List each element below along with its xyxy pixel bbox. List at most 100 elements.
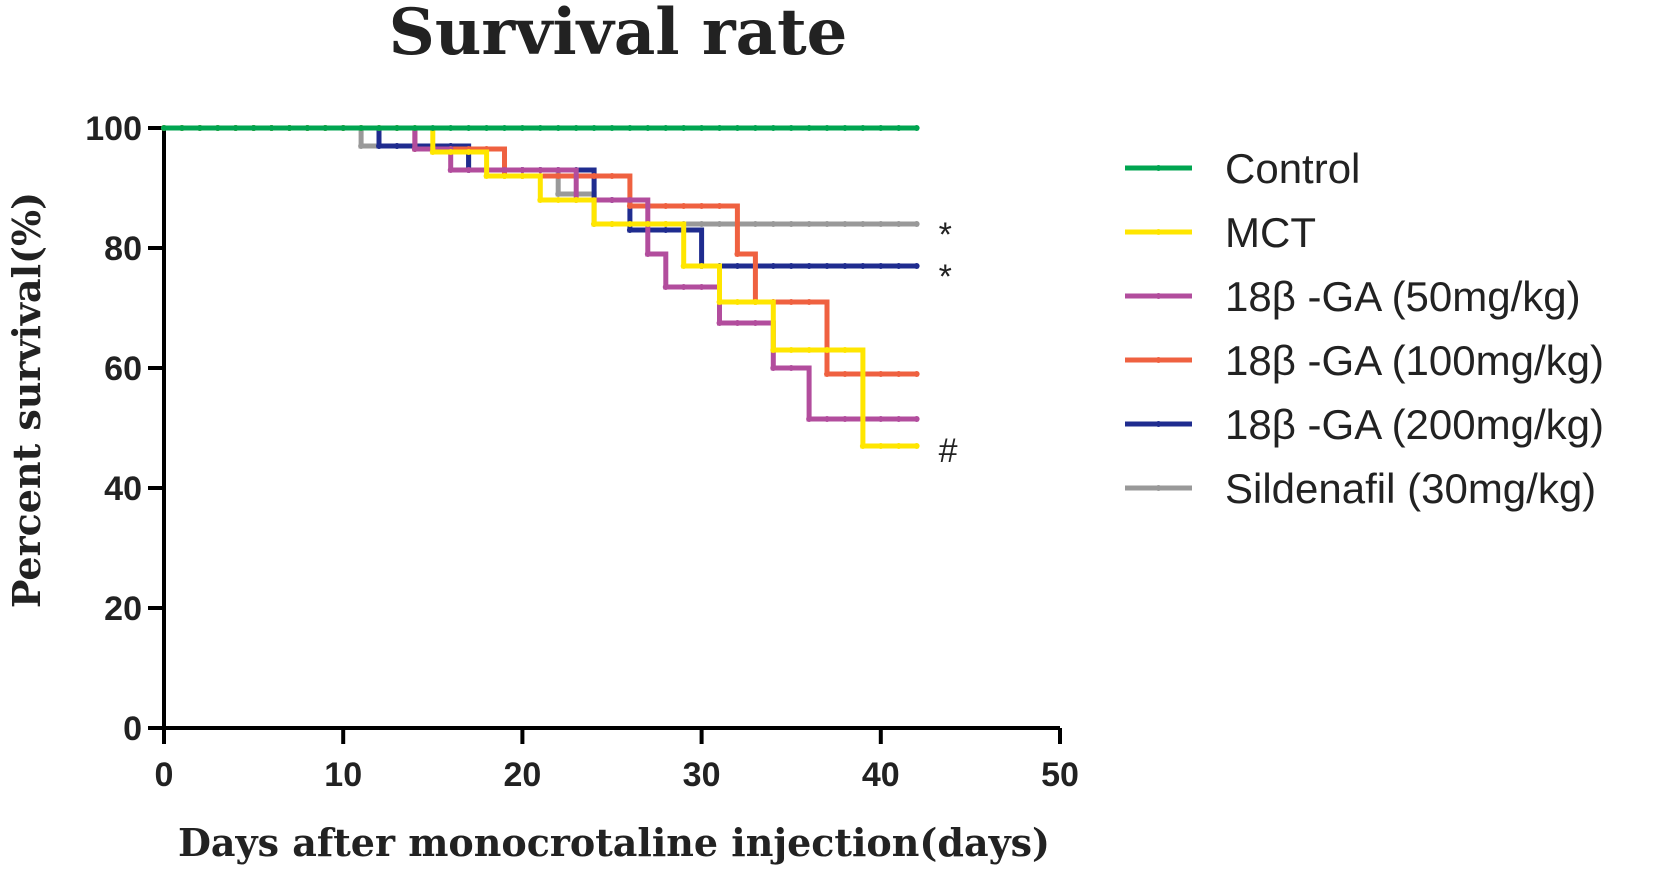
series-line-18-ga-200mg-kg	[164, 125, 917, 269]
censor-mark	[877, 443, 884, 449]
legend-label: Sildenafil (30mg/kg)	[1225, 465, 1596, 512]
censor-mark	[824, 221, 831, 227]
censor-mark	[716, 299, 723, 305]
censor-mark	[698, 284, 705, 290]
censor-mark	[806, 263, 813, 269]
censor-mark	[429, 125, 436, 131]
censor-mark	[770, 125, 777, 131]
x-tick-label: 50	[1041, 756, 1079, 794]
censor-mark	[196, 125, 203, 131]
censor-mark	[376, 125, 383, 131]
censor-mark	[680, 125, 687, 131]
series-line-18-ga-100mg-kg	[164, 125, 917, 377]
censor-mark	[376, 143, 383, 149]
censor-mark	[680, 263, 687, 269]
censor-mark	[609, 173, 615, 179]
legend-marker	[1155, 421, 1162, 427]
censor-mark	[662, 284, 669, 290]
censor-mark	[465, 149, 472, 155]
censor-mark	[501, 173, 508, 179]
censor-mark	[268, 125, 275, 131]
censor-mark	[913, 443, 920, 449]
censor-mark	[895, 443, 902, 449]
censor-mark	[824, 263, 831, 269]
legend-item: 18β -GA (50mg/kg)	[1125, 273, 1581, 320]
censor-mark	[716, 221, 723, 227]
x-tick-label: 0	[155, 756, 174, 794]
legend-label: 18β -GA (200mg/kg)	[1225, 401, 1604, 448]
censor-mark	[788, 365, 795, 371]
censor-mark	[913, 416, 920, 422]
censor-mark	[734, 263, 741, 269]
censor-mark	[716, 125, 723, 131]
censor-mark	[680, 284, 687, 290]
censor-mark	[895, 263, 902, 269]
series-control	[161, 125, 920, 131]
censor-mark	[806, 125, 813, 131]
censor-mark	[519, 125, 526, 131]
censor-mark	[555, 167, 562, 173]
censor-mark	[788, 347, 795, 353]
censor-mark	[770, 221, 777, 227]
legend-item: Sildenafil (30mg/kg)	[1125, 465, 1596, 512]
censor-mark	[698, 221, 705, 227]
censor-mark	[734, 299, 741, 305]
legend: Control MCT 18β -GA (50mg/kg) 18β -GA (100m…	[1125, 145, 1604, 512]
legend-label: 18β -GA (50mg/kg)	[1225, 273, 1581, 320]
censor-mark	[626, 197, 633, 203]
censor-mark	[447, 125, 454, 131]
censor-mark	[250, 125, 257, 131]
censor-mark	[161, 125, 167, 131]
censor-mark	[465, 167, 472, 173]
series-mct	[161, 125, 920, 449]
censor-mark	[913, 263, 920, 269]
axes: 0 20 40 60 80 100 0 10 20 30 40 50	[85, 110, 1079, 794]
censor-mark	[322, 125, 329, 131]
censor-mark	[788, 125, 795, 131]
censor-mark	[304, 125, 311, 131]
legend-marker	[1155, 229, 1162, 235]
censor-mark	[752, 221, 759, 227]
censor-mark	[501, 125, 508, 131]
censor-mark	[393, 143, 400, 149]
legend-label: Control	[1225, 145, 1360, 192]
censor-mark	[788, 221, 795, 227]
censor-mark	[859, 221, 866, 227]
censor-mark	[841, 221, 848, 227]
legend-item: 18β -GA (200mg/kg)	[1125, 401, 1604, 448]
censor-mark	[895, 416, 902, 422]
censor-mark	[806, 299, 813, 305]
censor-mark	[859, 263, 866, 269]
censor-mark	[411, 146, 418, 152]
censor-mark	[770, 347, 777, 353]
censor-mark	[877, 416, 884, 422]
censor-mark	[824, 125, 831, 131]
censor-mark	[698, 125, 705, 131]
censor-mark	[537, 167, 544, 173]
series-layer	[161, 125, 920, 449]
censor-mark	[591, 173, 598, 179]
censor-mark	[626, 227, 633, 233]
censor-mark	[824, 416, 831, 422]
censor-mark	[770, 263, 777, 269]
censor-mark	[662, 203, 669, 209]
censor-mark	[806, 221, 813, 227]
censor-mark	[447, 149, 454, 155]
censor-mark	[716, 203, 723, 209]
legend-marker	[1155, 293, 1162, 299]
censor-mark	[841, 371, 848, 377]
censor-mark	[841, 416, 848, 422]
censor-mark	[519, 167, 526, 173]
censor-mark	[644, 221, 651, 227]
censor-mark	[788, 299, 795, 305]
censor-mark	[895, 371, 902, 377]
censor-mark	[178, 125, 185, 131]
legend-label: MCT	[1225, 209, 1316, 256]
censor-mark	[429, 149, 436, 155]
legend-label: 18β -GA (100mg/kg)	[1225, 337, 1604, 384]
censor-mark	[393, 125, 400, 131]
censor-mark	[537, 197, 544, 203]
censor-mark	[698, 263, 705, 269]
censor-mark	[214, 125, 221, 131]
